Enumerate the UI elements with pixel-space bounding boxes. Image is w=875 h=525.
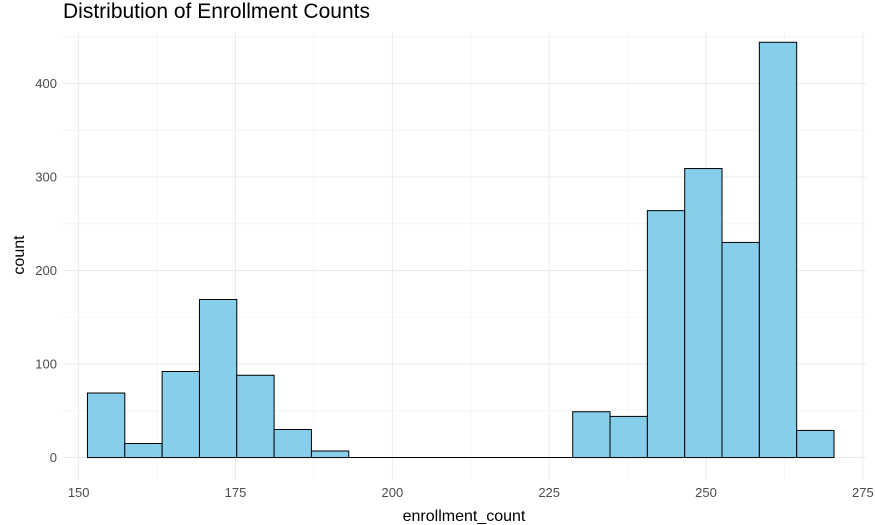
histogram-bar — [684, 168, 723, 459]
x-axis-ticks: 150 175 200 225 250 275 — [68, 485, 874, 500]
y-tick-label: 300 — [35, 169, 57, 184]
x-axis-title: enrollment_count — [403, 508, 526, 525]
y-tick-label: 400 — [35, 76, 57, 91]
histogram-bar — [721, 241, 760, 459]
chart-title: Distribution of Enrollment Counts — [63, 0, 370, 23]
y-tick-label: 100 — [35, 357, 57, 372]
histogram-bar — [646, 210, 686, 459]
histogram-bar — [273, 428, 312, 459]
x-tick-label: 150 — [68, 485, 90, 500]
histogram-bars — [86, 41, 835, 459]
histogram-bar — [124, 443, 163, 459]
histogram-bar — [198, 298, 238, 459]
y-axis-title: count — [11, 235, 28, 275]
y-axis-ticks: 0 100 200 300 400 — [35, 76, 57, 465]
x-tick-label: 175 — [225, 485, 247, 500]
histogram-bar — [310, 450, 350, 459]
x-tick-label: 225 — [538, 485, 560, 500]
histogram-bar — [758, 41, 798, 459]
histogram-bar — [609, 415, 648, 459]
x-tick-label: 250 — [695, 485, 717, 500]
x-tick-label: 275 — [852, 485, 874, 500]
y-tick-label: 200 — [35, 263, 57, 278]
histogram-bar — [161, 371, 200, 459]
histogram-bar — [86, 392, 126, 459]
histogram-bar — [796, 429, 835, 459]
histogram-bar — [236, 374, 275, 459]
x-tick-label: 200 — [382, 485, 404, 500]
histogram-bar — [572, 411, 611, 459]
y-tick-label: 0 — [50, 450, 57, 465]
